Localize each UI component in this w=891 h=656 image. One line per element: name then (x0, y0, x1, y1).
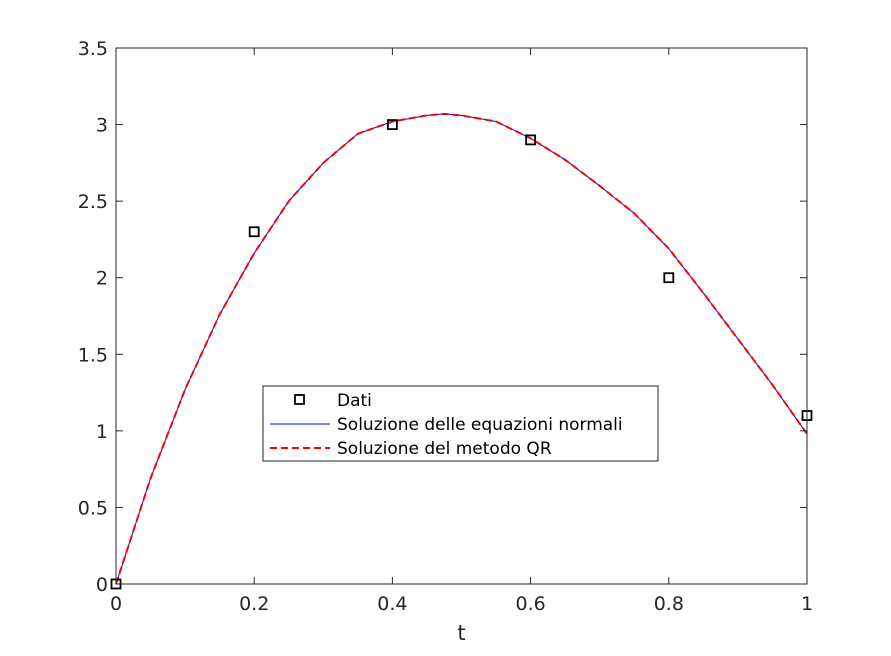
y-tick-label: 3.5 (78, 38, 108, 60)
axes-box (115, 47, 808, 585)
x-tick-label: 0.8 (654, 593, 684, 615)
legend-label-qr-method: Soluzione del metodo QR (337, 439, 552, 459)
x-tick-label: 0 (110, 593, 122, 615)
data-point-3 (525, 134, 536, 146)
legend-label-dati: Dati (337, 391, 372, 411)
legend-marker-dati (294, 394, 305, 405)
plot-area (116, 48, 807, 584)
y-tick-label: 0 (96, 574, 108, 596)
legend: Dati Soluzione delle equazioni normali S… (262, 385, 659, 462)
legend-label-normal-equations: Soluzione delle equazioni normali (337, 415, 623, 435)
data-point-2 (386, 119, 398, 130)
tick-layer: 0 0.2 0.4 0.6 0.8 1 0 0.5 1 1.5 2 2.5 3 3.5 (78, 38, 813, 615)
x-tick-label: 1 (801, 593, 813, 615)
x-tick-label: 0.6 (515, 593, 545, 615)
y-tick-label: 1 (96, 421, 108, 443)
y-tick-label: 2.5 (78, 191, 108, 213)
series-line-2 (115, 112, 808, 585)
data-point-4 (663, 272, 675, 284)
x-tick-label: 0.2 (239, 593, 269, 615)
y-tick-label: 0.5 (78, 497, 108, 519)
x-axis-label: t (457, 621, 465, 645)
series-layer (115, 112, 808, 585)
x-tick-label: 0.4 (377, 593, 407, 615)
data-point-1 (248, 226, 260, 238)
y-tick-label: 3 (96, 115, 108, 137)
y-tick-label: 1.5 (78, 344, 108, 366)
y-tick-label: 2 (96, 268, 108, 290)
